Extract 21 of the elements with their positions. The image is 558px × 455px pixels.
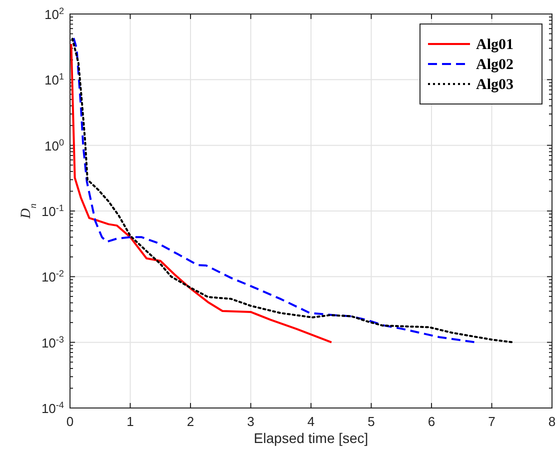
x-axis-title: Elapsed time [sec]	[254, 430, 368, 446]
y-tick-label: 10$^{1}$	[44, 72, 64, 88]
x-tick-label: 0	[66, 414, 74, 429]
x-tick-label: 4	[307, 414, 315, 429]
legend-label: Alg01	[476, 37, 514, 53]
legend-label: Alg02	[476, 57, 514, 73]
y-tick-label: 10$^{2}$	[44, 6, 64, 22]
x-tick-label: 3	[247, 414, 254, 429]
x-tick-label: 8	[548, 414, 556, 429]
y-tick-label: 10$^{0}$	[44, 137, 64, 154]
y-tick-label: 10$^{-2}$	[41, 268, 64, 285]
x-tick-label: 2	[186, 414, 194, 429]
x-tick-label: 7	[488, 414, 496, 429]
y-tick-label: 10$^{-4}$	[41, 400, 64, 416]
x-tick-label: 5	[368, 414, 375, 429]
x-tick-label: 1	[126, 414, 134, 429]
y-tick-label: 10$^{-1}$	[41, 203, 64, 219]
x-tick-label: 6	[428, 414, 436, 429]
line-series	[70, 42, 332, 344]
y-tick-label: 10$^{-3}$	[41, 334, 64, 350]
legend-label: Alg03	[476, 77, 514, 93]
